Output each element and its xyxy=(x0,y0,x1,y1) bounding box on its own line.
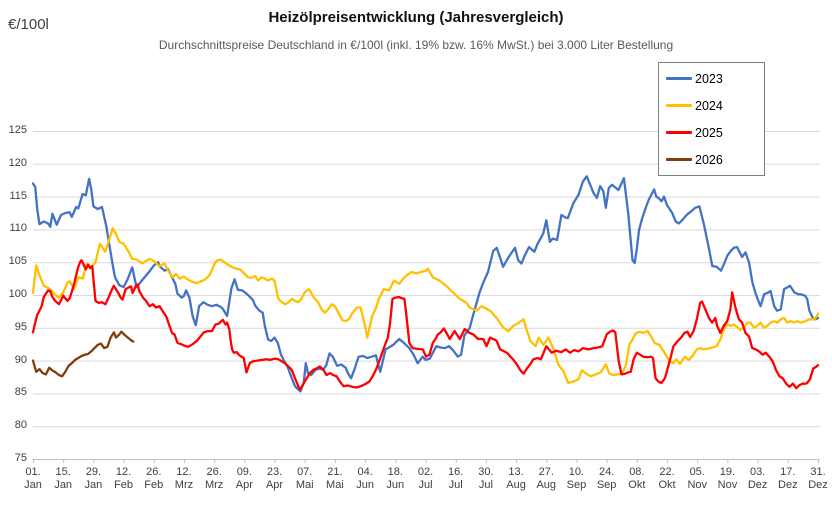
x-axis-label-24.Sep: 24. Sep xyxy=(596,466,617,491)
x-axis-label-01.Jan: 01. Jan xyxy=(24,466,42,491)
x-axis-label-12.Feb: 12. Feb xyxy=(114,466,134,491)
x-axis-label-13.Aug: 13. Aug xyxy=(506,466,526,491)
legend-box: 2023 2024 2025 2026 xyxy=(658,62,765,176)
series-line-2026 xyxy=(31,330,135,378)
x-axis-label-30.Jul: 30. Jul xyxy=(478,466,494,491)
x-axis-label-29.Jan: 29. Jan xyxy=(84,466,103,491)
x-axis-label-22.Okt: 22. Okt xyxy=(658,466,676,491)
legend-label-2023: 2023 xyxy=(695,71,723,86)
chart-title: Heizölpreisentwicklung (Jahresvergleich) xyxy=(268,9,564,26)
x-axis-label-10.Sep: 10. Sep xyxy=(566,466,587,491)
series-line-2025 xyxy=(31,259,820,391)
y-axis-label-100: 100 xyxy=(8,288,27,300)
x-axis-label-09.Apr: 09. Apr xyxy=(235,466,253,491)
x-axis-label-26.Feb: 26. Feb xyxy=(144,466,164,491)
y-axis-label-110: 110 xyxy=(9,222,27,235)
x-axis-label-03.Dez: 03. Dez xyxy=(747,466,768,491)
x-axis-label-15.Jan: 15. Jan xyxy=(54,466,73,491)
x-axis-label-21.Mai: 21. Mai xyxy=(326,466,344,491)
y-axis-label-95: 95 xyxy=(14,320,27,333)
series-line-2024 xyxy=(31,226,820,385)
legend-label-2026: 2026 xyxy=(695,152,723,167)
x-axis-label-07.Mai: 07. Mai xyxy=(295,466,314,491)
x-axis-label-19.Nov: 19. Nov xyxy=(717,466,738,491)
legend-line-swatch-2023 xyxy=(666,77,692,80)
legend-item-2026: 2026 xyxy=(659,153,764,167)
x-axis-label-12.Mrz: 12. Mrz xyxy=(174,466,194,491)
x-axis-label-08.Okt: 08. Okt xyxy=(628,466,646,491)
y-axis-label-80: 80 xyxy=(14,419,27,432)
legend-item-2023: 2023 xyxy=(659,72,764,86)
x-axis-label-16.Jul: 16. Jul xyxy=(448,466,464,491)
legend-line-swatch-2025 xyxy=(666,131,692,134)
x-axis-label-31.Dez: 31. Dez xyxy=(808,466,828,491)
x-axis-label-02.Jul: 02. Jul xyxy=(417,466,434,491)
legend-line-swatch-2026 xyxy=(666,158,692,161)
legend-label-2025: 2025 xyxy=(695,125,723,140)
series-line-2023 xyxy=(31,175,820,393)
x-axis-label-27.Aug: 27. Aug xyxy=(536,466,557,491)
x-axis-label-17.Dez: 17. Dez xyxy=(778,466,798,491)
y-axis-label-85: 85 xyxy=(14,386,27,399)
x-axis-label-18.Jun: 18. Jun xyxy=(386,466,405,491)
legend-item-2024: 2024 xyxy=(659,99,764,113)
x-axis-label-05.Nov: 05. Nov xyxy=(687,466,707,491)
y-axis-label-115: 115 xyxy=(9,189,27,202)
y-axis-label-125: 125 xyxy=(8,124,27,136)
x-axis-label-04.Jun: 04. Jun xyxy=(356,466,374,491)
legend-line-swatch-2024 xyxy=(666,104,692,107)
legend-label-2024: 2024 xyxy=(695,98,723,113)
legend-item-2025: 2025 xyxy=(659,126,764,140)
y-axis-label-75: 75 xyxy=(14,452,27,464)
y-axis-label-120: 120 xyxy=(8,156,27,169)
y-axis-label-105: 105 xyxy=(8,255,27,268)
y-axis-label-90: 90 xyxy=(14,353,27,366)
y-axis-unit-label: €/100l xyxy=(8,16,49,33)
chart-subtitle: Durchschnittspreise Deutschland in €/100… xyxy=(158,38,674,52)
x-axis-label-23.Apr: 23. Apr xyxy=(265,466,284,491)
x-axis-label-26.Mrz: 26. Mrz xyxy=(204,466,224,491)
